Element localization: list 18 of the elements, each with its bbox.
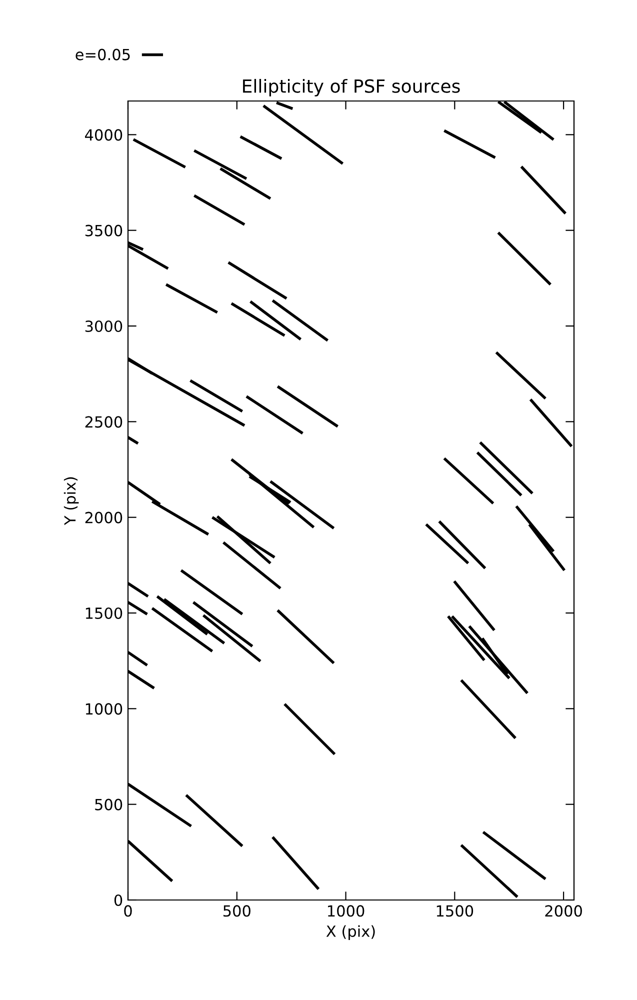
y-tick-label: 2000 bbox=[85, 512, 122, 524]
y-tick-label: 500 bbox=[95, 798, 122, 810]
y-tick-label: 2500 bbox=[85, 416, 122, 428]
y-axis-title: Y (pix) bbox=[64, 477, 79, 526]
y-tick-label: 1000 bbox=[86, 703, 122, 715]
y-tick-label: 0 bbox=[114, 894, 122, 906]
y-tick-label: 3000 bbox=[85, 320, 122, 332]
chart-title: Ellipticity of PSF sources bbox=[243, 78, 460, 96]
x-tick-label: 2000 bbox=[545, 905, 582, 917]
y-tick-label: 3500 bbox=[85, 224, 122, 236]
x-tick-label: 0 bbox=[124, 905, 132, 917]
x-tick-label: 500 bbox=[223, 905, 250, 917]
y-tick-label: 1500 bbox=[86, 607, 122, 620]
x-axis-title: X (pix) bbox=[326, 925, 375, 940]
legend-label: e=0.05 bbox=[76, 48, 130, 60]
x-tick-label: 1500 bbox=[436, 905, 474, 917]
x-tick-label: 1000 bbox=[328, 905, 364, 917]
y-tick-label: 4000 bbox=[85, 129, 122, 141]
